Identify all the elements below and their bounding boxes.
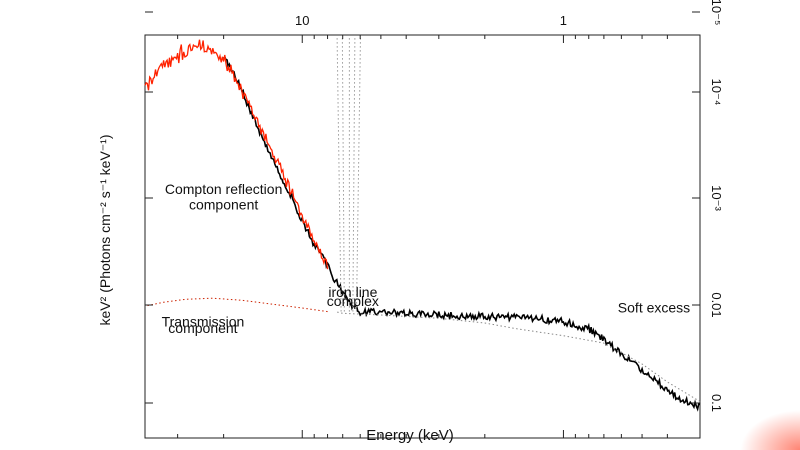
y-tick-label: 0.01 <box>709 292 724 317</box>
series-line-transmission-component <box>144 297 328 313</box>
annotation-label: Compton reflection <box>165 181 283 197</box>
y-tick-label: 10⁻³ <box>709 185 724 211</box>
y-tick-label: 10⁻⁵ <box>709 0 724 25</box>
annotation-label: component <box>189 197 258 213</box>
iron-line-model-spike <box>336 36 342 312</box>
annotation-label: component <box>168 320 237 336</box>
annotation-label: Transmission <box>162 314 245 330</box>
ticks-group: 1 10 0.1 0.01 10⁻³ 10⁻⁴ 10⁻⁵ <box>145 0 724 438</box>
annotation-label: complex <box>327 293 379 309</box>
annotation-label: Soft excess <box>618 299 690 315</box>
annotation-label: iron line <box>328 284 377 300</box>
y-axis-label: keV² (Photons cm⁻² s⁻¹ keV⁻¹) <box>97 135 113 326</box>
iron-line-model-spike <box>352 36 356 312</box>
plot-frame <box>144 34 701 439</box>
series-group <box>144 36 701 412</box>
y-tick-label: 10⁻⁴ <box>709 79 724 106</box>
x-tick-label: 10 <box>295 13 309 28</box>
y-tick-label: 0.1 <box>709 394 724 412</box>
axis-frame <box>144 34 701 439</box>
corner-glow-decoration <box>740 410 800 450</box>
x-tick-label: 1 <box>560 13 567 28</box>
x-axis-label: Energy (keV) <box>366 427 454 444</box>
iron-line-model-spike <box>355 36 361 312</box>
series-line-compton-reflection-component <box>144 39 329 270</box>
series-line-data <box>223 55 701 412</box>
series-line-model-components-dotted- <box>334 311 701 402</box>
iron-line-model-spike <box>341 36 345 312</box>
